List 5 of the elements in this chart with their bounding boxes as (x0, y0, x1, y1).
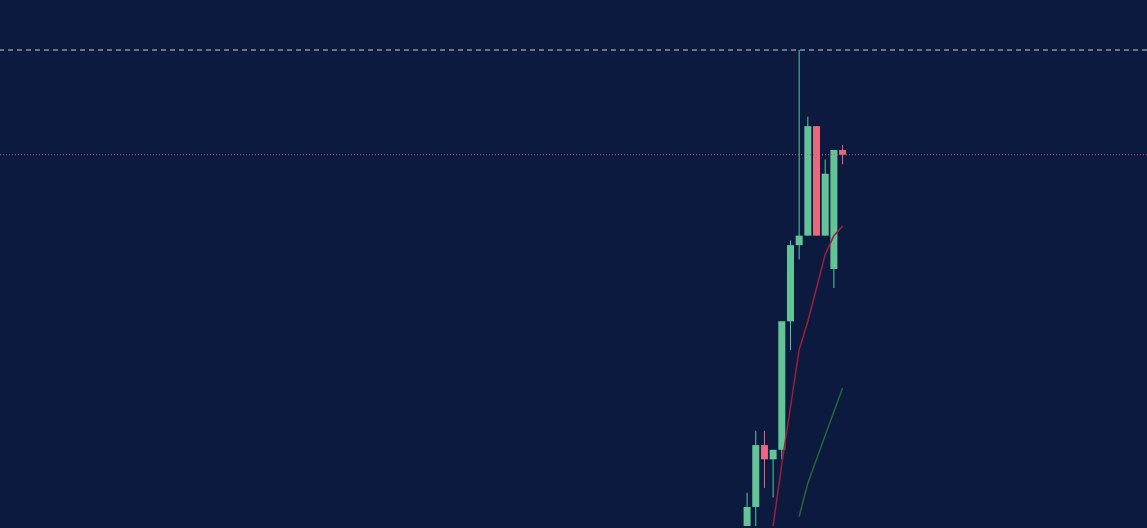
candlestick (795, 49, 803, 260)
candlestick (839, 144, 847, 165)
candlestick (760, 430, 768, 489)
candlestick (743, 492, 751, 527)
candlestick (769, 449, 777, 498)
